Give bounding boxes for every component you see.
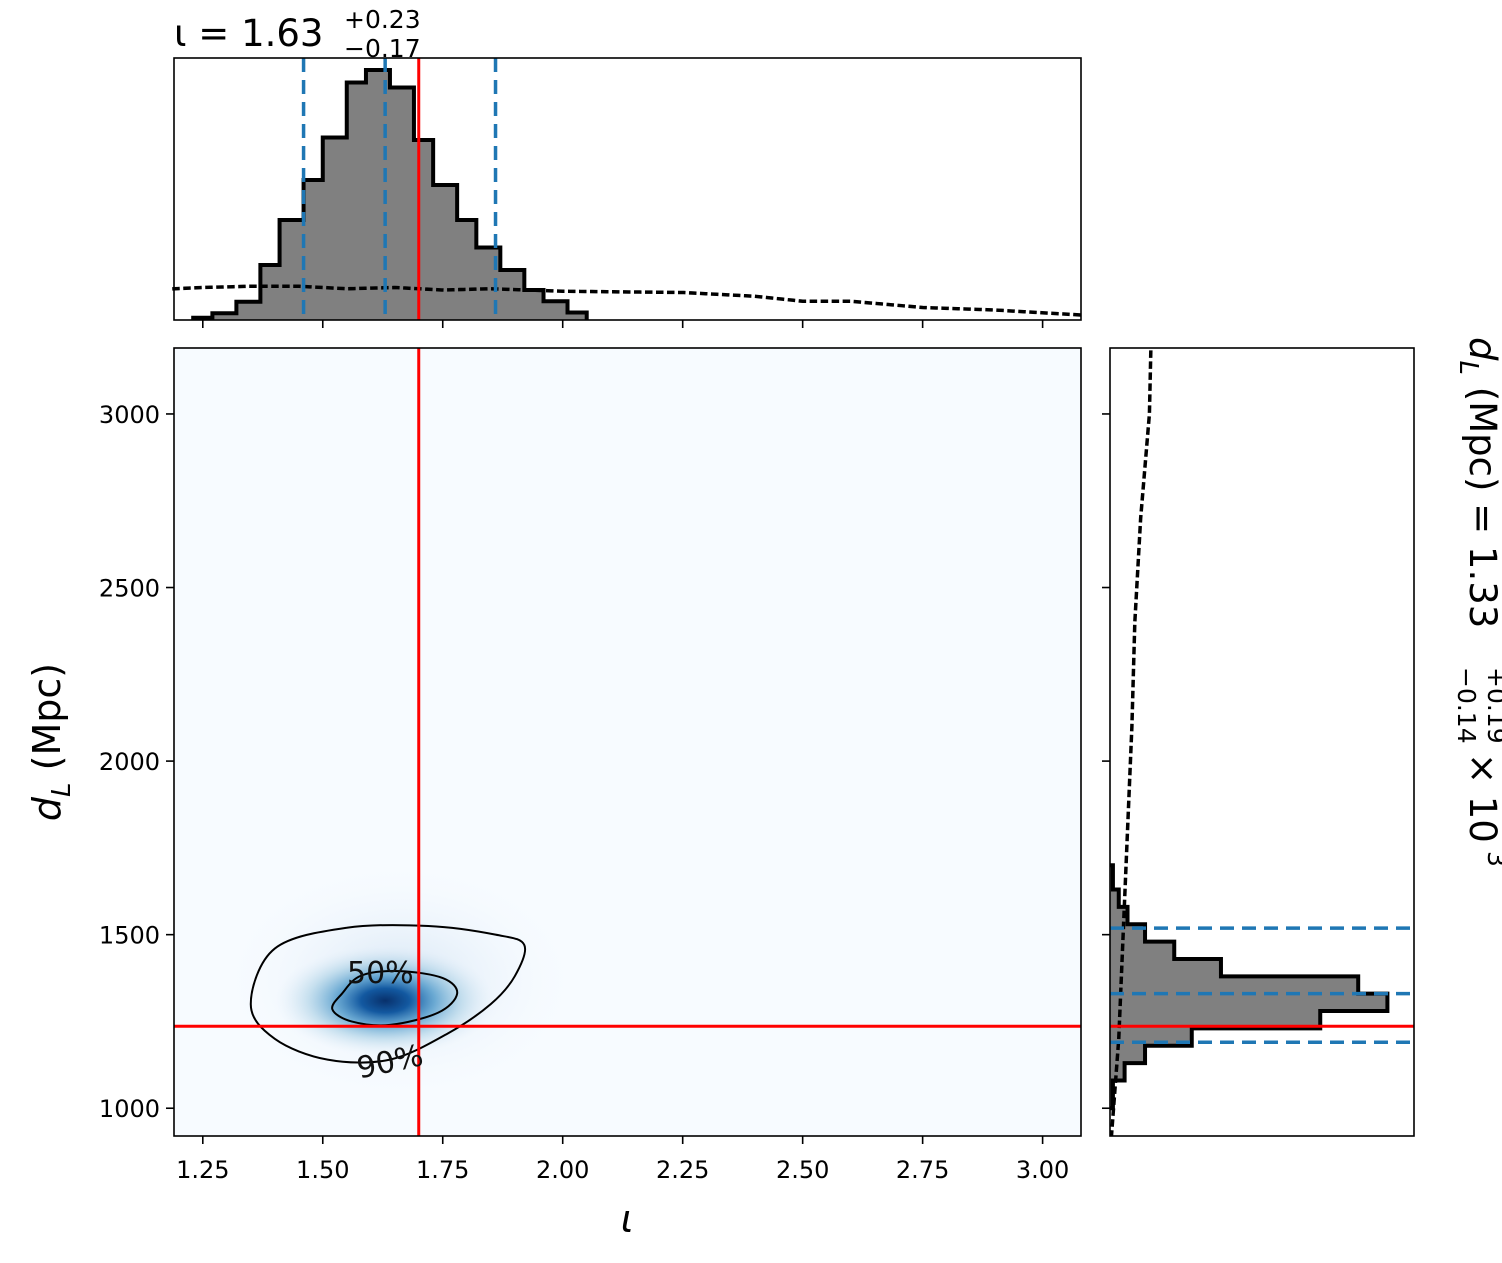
iota-title-minus: −0.17 [344, 34, 421, 63]
dl-title-plus: +0.19 [1482, 667, 1502, 744]
y-axis-label-dl: d [25, 796, 69, 821]
joint-panel-frame [173, 347, 1082, 1137]
density-core [275, 945, 496, 1056]
x-tick-label: 2.00 [536, 1156, 589, 1184]
y-tick-label: 1000 [99, 1095, 160, 1123]
joint-panel: 50% 90% 1.25 1.50 1.75 2.00 2.25 2.50 2.75 3.00… [99, 347, 1082, 1184]
y-tick-label: 1500 [99, 922, 160, 950]
y-tick-label: 3000 [99, 401, 160, 429]
iota-histogram [191, 68, 589, 320]
x-axis-label: ι [621, 1197, 634, 1241]
iota-title-median: 1.63 [241, 12, 323, 55]
dl-title-text: (Mpc) = [1461, 375, 1502, 546]
iota-title: ι = 1.63 [174, 12, 323, 55]
iota-marginal-frame [173, 57, 1082, 321]
iota-title-plus: +0.23 [344, 5, 421, 34]
iota-title-param: ι [174, 12, 187, 55]
dl-title: dL (Mpc) = 1.33 +0.19 −0.14 × 10 3 [1452, 337, 1502, 867]
x-axis-ticks: 1.25 1.50 1.75 2.00 2.25 2.50 2.75 3.00 [176, 1136, 1069, 1184]
iota-histogram-outline [191, 68, 589, 320]
x-tick-label: 2.75 [896, 1156, 949, 1184]
y-axis-label-sub: L [47, 782, 77, 797]
y-axis-label-unit: (Mpc) [25, 663, 69, 783]
y-tick-label: 2500 [99, 575, 160, 603]
x-tick-label: 2.25 [656, 1156, 709, 1184]
dl-marginal-panel [1102, 347, 1415, 1137]
dl-title-dl: d [1461, 337, 1502, 361]
iota-marginal-ticks [201, 320, 1044, 328]
dl-title-minus: −0.14 [1452, 667, 1481, 744]
dl-title-exponent: 3 [1482, 851, 1502, 867]
x-tick-label: 1.25 [176, 1156, 229, 1184]
y-tick-label: 2000 [99, 748, 160, 776]
x-tick-label: 1.75 [416, 1156, 469, 1184]
dl-title-sub: L [1453, 361, 1483, 376]
iota-histogram-fill [193, 70, 587, 320]
x-tick-label: 2.50 [776, 1156, 829, 1184]
iota-marginal-panel [172, 57, 1083, 328]
dl-marginal-ticks [1102, 413, 1110, 1110]
dl-title-main: dL (Mpc) = 1.33 [1453, 337, 1502, 628]
iota-prior-line [172, 284, 1083, 317]
dl-prior-line [1110, 348, 1153, 1136]
contour-label-50: 50% [347, 956, 414, 991]
dl-histogram-fill [1110, 865, 1388, 1109]
dl-title-median: 1.33 [1461, 546, 1502, 628]
dl-title-multiplier: × 10 [1461, 753, 1502, 843]
iota-title-equals: = [198, 12, 241, 55]
dl-prior-curve [1110, 348, 1153, 1136]
iota-prior-curve [172, 284, 1083, 317]
y-axis-ticks: 1000 1500 2000 2500 3000 [99, 401, 174, 1123]
contour-90 [249, 924, 527, 1064]
x-tick-label: 3.00 [1016, 1156, 1069, 1184]
x-tick-label: 1.50 [296, 1156, 349, 1184]
contour-50 [331, 970, 459, 1027]
y-axis-label: dL (Mpc) [25, 663, 77, 821]
dl-marginal-frame [1109, 347, 1415, 1137]
dl-quantile-lines [1110, 926, 1414, 1045]
